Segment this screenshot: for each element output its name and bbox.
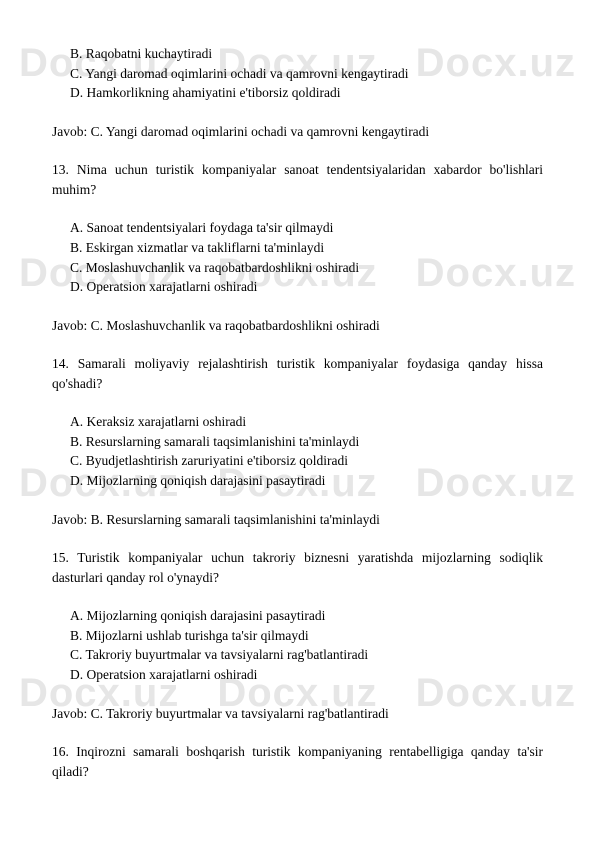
option-13a: A. Sanoat tendentsiyalari foydaga ta'sir… <box>52 218 543 238</box>
spacer <box>52 529 543 548</box>
option-15a: A. Mijozlarning qoniqish darajasini pasa… <box>52 606 543 626</box>
option-d: D. Hamkorlikning ahamiyatini e'tiborsiz … <box>52 83 543 103</box>
spacer <box>52 723 543 742</box>
document-body: B. Raqobatni kuchaytiradi C. Yangi darom… <box>52 44 543 781</box>
question-16: 16. Inqirozni samarali boshqarish turist… <box>52 742 543 781</box>
spacer <box>52 685 543 704</box>
spacer <box>52 491 543 510</box>
answer-13: Javob: C. Moslashuvchanlik va raqobatbar… <box>52 316 543 336</box>
spacer <box>52 587 543 606</box>
answer-14: Javob: B. Resurslarning samarali taqsiml… <box>52 510 543 530</box>
option-13c: C. Moslashuvchanlik va raqobatbardoshlik… <box>52 258 543 278</box>
answer-12: Javob: C. Yangi daromad oqimlarini ochad… <box>52 122 543 142</box>
option-13b: B. Eskirgan xizmatlar va takliflarni ta'… <box>52 238 543 258</box>
option-14b: B. Resurslarning samarali taqsimlanishin… <box>52 432 543 452</box>
question-14: 14. Samarali moliyaviy rejalashtirish tu… <box>52 354 543 393</box>
spacer <box>52 393 543 412</box>
option-c: C. Yangi daromad oqimlarini ochadi va qa… <box>52 64 543 84</box>
spacer <box>52 199 543 218</box>
spacer <box>52 297 543 316</box>
option-14a: A. Keraksiz xarajatlarni oshiradi <box>52 412 543 432</box>
spacer <box>52 335 543 354</box>
option-15d: D. Operatsion xarajatlarni oshiradi <box>52 665 543 685</box>
option-b: B. Raqobatni kuchaytiradi <box>52 44 543 64</box>
question-15: 15. Turistik kompaniyalar uchun takroriy… <box>52 548 543 587</box>
option-15c: C. Takroriy buyurtmalar va tavsiyalarni … <box>52 645 543 665</box>
option-14d: D. Mijozlarning qoniqish darajasini pasa… <box>52 471 543 491</box>
question-13: 13. Nima uchun turistik kompaniyalar san… <box>52 160 543 199</box>
option-13d: D. Operatsion xarajatlarni oshiradi <box>52 277 543 297</box>
option-14c: C. Byudjetlashtirish zaruriyatini e'tibo… <box>52 451 543 471</box>
answer-15: Javob: C. Takroriy buyurtmalar va tavsiy… <box>52 704 543 724</box>
spacer <box>52 141 543 160</box>
option-15b: B. Mijozlarni ushlab turishga ta'sir qil… <box>52 626 543 646</box>
spacer <box>52 103 543 122</box>
